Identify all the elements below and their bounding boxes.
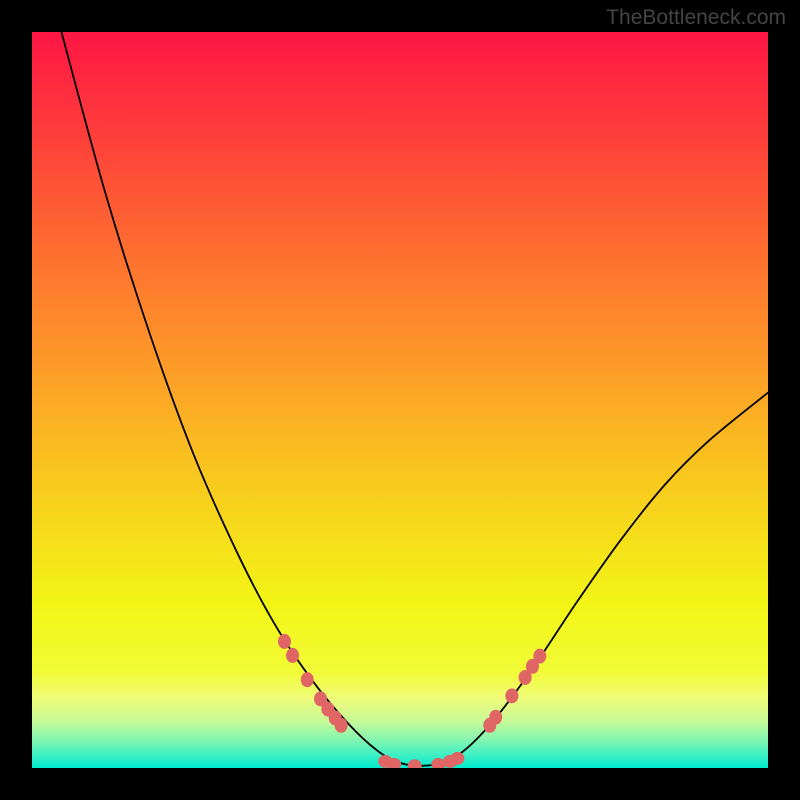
marker-left — [278, 634, 291, 649]
marker-floor — [450, 752, 464, 765]
marker-left — [286, 648, 299, 663]
bottleneck-curve-chart — [32, 32, 768, 768]
marker-right — [489, 710, 502, 725]
marker-left — [335, 718, 348, 733]
chart-background — [32, 32, 768, 768]
marker-right — [505, 688, 518, 703]
marker-left — [301, 672, 314, 687]
plot-area — [32, 32, 768, 768]
chart-frame: TheBottleneck.com — [0, 0, 800, 800]
watermark-text: TheBottleneck.com — [606, 6, 786, 30]
marker-right — [533, 649, 546, 664]
